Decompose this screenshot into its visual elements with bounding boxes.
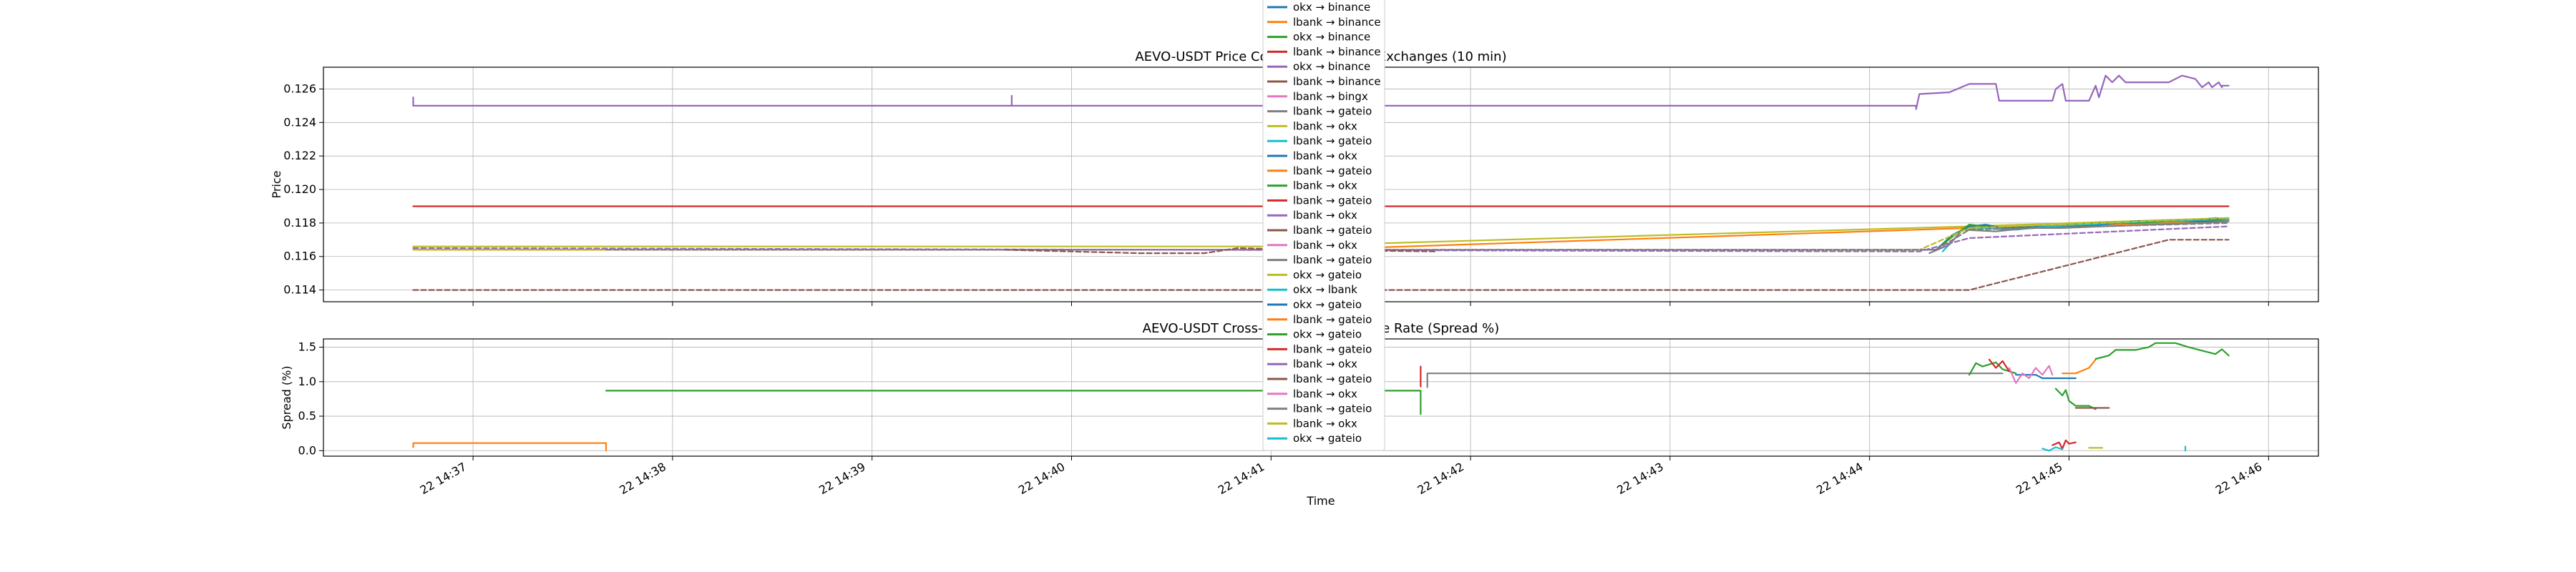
legend-item: lbank → gateio xyxy=(1267,224,1372,237)
series-line xyxy=(2054,388,2097,410)
legend-item: okx → gateio xyxy=(1267,268,1362,281)
series-line xyxy=(2094,342,2230,360)
spread-series-group xyxy=(412,342,2230,452)
legend-label: lbank → okx xyxy=(1293,119,1357,132)
legend-label: okx → binance xyxy=(1293,1,1370,14)
legend-item: lbank → binance xyxy=(1267,75,1381,88)
series-line xyxy=(412,217,2230,247)
legend-item: okx → gateio xyxy=(1267,432,1362,445)
legend-label: lbank → gateio xyxy=(1293,254,1372,267)
legend-item: okx → gateio xyxy=(1267,298,1362,311)
legend-item: lbank → binance xyxy=(1267,45,1381,58)
y-tick-label: 1.5 xyxy=(298,340,316,354)
legend-item: okx → lbank xyxy=(1267,283,1357,296)
legend-item: lbank → gateio xyxy=(1267,194,1372,207)
legend-label: okx → gateio xyxy=(1293,328,1362,341)
legend-item: lbank → binance xyxy=(1267,16,1381,29)
series-line xyxy=(1968,361,2017,376)
legend-label: lbank → gateio xyxy=(1293,373,1372,385)
legend-label: lbank → gateio xyxy=(1293,194,1372,207)
legend-item: okx → binance xyxy=(1267,60,1370,73)
y-tick-label: 0.114 xyxy=(283,283,316,297)
legend-label: lbank → binance xyxy=(1293,16,1381,29)
y-tick-label: 0.126 xyxy=(283,82,316,95)
y-tick-label: 0.5 xyxy=(298,409,316,423)
series-line xyxy=(2008,365,2054,384)
legend-label: lbank → binance xyxy=(1293,45,1381,58)
legend-item: lbank → okx xyxy=(1267,388,1357,400)
legend-item: lbank → gateio xyxy=(1267,164,1372,177)
y-tick-label: 0.116 xyxy=(283,250,316,263)
legend-label: lbank → okx xyxy=(1293,358,1357,370)
series-line xyxy=(1941,217,2230,252)
legend-label: lbank → okx xyxy=(1293,149,1357,162)
legend-label: lbank → gateio xyxy=(1293,313,1372,326)
price-comparison-panel: AEVO-USDT Price Comparison Across Exchan… xyxy=(270,49,2319,306)
legend-label: lbank → gateio xyxy=(1293,105,1372,118)
legend-item: lbank → gateio xyxy=(1267,105,1372,118)
legend-item: lbank → gateio xyxy=(1267,342,1372,355)
y-tick-label: 0.120 xyxy=(283,182,316,196)
series-line xyxy=(2015,374,2077,380)
spread-y-axis-label: Spread (%) xyxy=(280,365,293,429)
legend-item: lbank → bingx xyxy=(1267,90,1368,103)
legend-item: lbank → okx xyxy=(1267,417,1357,430)
legend-item: lbank → gateio xyxy=(1267,254,1372,267)
legend-label: lbank → gateio xyxy=(1293,164,1372,177)
legend-box xyxy=(1262,0,1385,451)
time-axis-label: Time xyxy=(1306,494,1335,508)
series-line xyxy=(412,74,2230,110)
legend-item: lbank → okx xyxy=(1267,149,1357,162)
legend-label: okx → gateio xyxy=(1293,298,1362,311)
series-line xyxy=(2051,439,2077,450)
legend-label: lbank → okx xyxy=(1293,417,1357,430)
series-line xyxy=(605,390,1422,415)
legend-item: okx → gateio xyxy=(1267,328,1362,341)
legend-item: lbank → gateio xyxy=(1267,313,1372,326)
legend-label: okx → gateio xyxy=(1293,268,1362,281)
legend-label: lbank → gateio xyxy=(1293,224,1372,237)
legend-item: lbank → okx xyxy=(1267,239,1357,252)
legend-label: lbank → okx xyxy=(1293,179,1357,192)
spread-y-ticks: 0.0 0.5 1.0 1.5 xyxy=(298,340,323,457)
legend-label: lbank → gateio xyxy=(1293,342,1372,355)
y-tick-label: 0.0 xyxy=(298,443,316,457)
legend-item: okx → binance xyxy=(1267,31,1370,44)
legend-label: okx → binance xyxy=(1293,31,1370,44)
legend-item: lbank → okx xyxy=(1267,358,1357,370)
series-line xyxy=(412,239,2230,291)
legend-label: okx → binance xyxy=(1293,60,1370,73)
legend-label: lbank → okx xyxy=(1293,388,1357,400)
legend-label: lbank → binance xyxy=(1293,75,1381,88)
legend-label: lbank → gateio xyxy=(1293,403,1372,415)
legend-item: lbank → okx xyxy=(1267,209,1357,222)
series-line xyxy=(1426,373,2004,388)
series-line xyxy=(412,225,2230,252)
legend-item: lbank → gateio xyxy=(1267,134,1372,147)
legend-item: lbank → okx xyxy=(1267,179,1357,192)
series-line xyxy=(412,442,608,452)
y-tick-label: 0.124 xyxy=(283,115,316,129)
price-y-ticks: 0.114 0.116 0.118 0.120 0.122 0.124 0.126 xyxy=(283,82,323,297)
legend-label: okx → gateio xyxy=(1293,432,1362,445)
legend-label: lbank → okx xyxy=(1293,209,1357,222)
series-line xyxy=(1988,358,2010,373)
y-tick-label: 0.118 xyxy=(283,216,316,230)
y-tick-label: 1.0 xyxy=(298,375,316,388)
legend-item: okx → binance xyxy=(1267,1,1370,14)
series-line xyxy=(2062,358,2097,375)
legend-label: lbank → gateio xyxy=(1293,134,1372,147)
price-y-axis-label: Price xyxy=(270,170,283,198)
legend-label: lbank → okx xyxy=(1293,239,1357,252)
legend-label: lbank → bingx xyxy=(1293,90,1368,103)
legend-item: lbank → gateio xyxy=(1267,373,1372,385)
legend-label: okx → lbank xyxy=(1293,283,1357,296)
legend-item: lbank → okx xyxy=(1267,119,1357,132)
series-line xyxy=(2041,446,2064,452)
legend-item: lbank → gateio xyxy=(1267,403,1372,415)
y-tick-label: 0.122 xyxy=(283,149,316,162)
